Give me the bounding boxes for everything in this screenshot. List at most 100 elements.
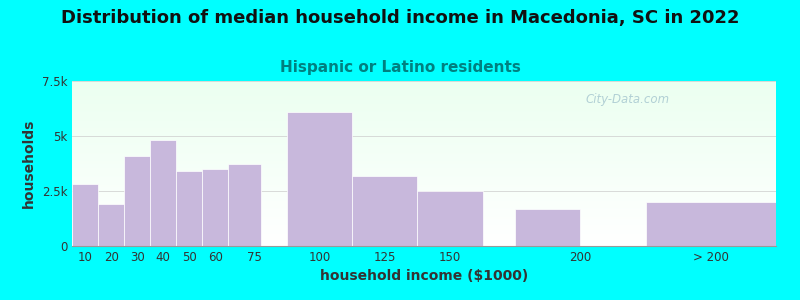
Bar <box>72 179 776 180</box>
Bar <box>72 191 776 192</box>
Bar <box>72 115 776 116</box>
Bar <box>72 149 776 150</box>
Bar <box>72 238 776 239</box>
Bar <box>72 200 776 201</box>
Bar <box>72 95 776 96</box>
Bar <box>72 237 776 238</box>
Y-axis label: households: households <box>22 119 36 208</box>
Bar <box>72 104 776 105</box>
Bar <box>72 182 776 183</box>
Bar <box>72 236 776 237</box>
Bar <box>72 184 776 185</box>
Bar <box>72 108 776 109</box>
Bar <box>72 189 776 190</box>
Bar <box>72 98 776 99</box>
Bar <box>72 235 776 236</box>
Bar <box>72 232 776 233</box>
Bar <box>72 185 776 186</box>
Bar <box>72 163 776 164</box>
Bar <box>72 138 776 139</box>
Bar <box>72 193 776 194</box>
Bar <box>72 230 776 231</box>
Bar <box>72 137 776 138</box>
Bar <box>72 100 776 101</box>
Bar <box>72 234 776 235</box>
Bar <box>72 168 776 169</box>
Bar <box>72 133 776 134</box>
Bar <box>72 158 776 159</box>
Bar <box>352 176 418 246</box>
Bar <box>150 140 176 246</box>
Bar <box>72 150 776 151</box>
Bar <box>287 112 352 246</box>
Bar <box>72 142 776 143</box>
Bar <box>72 155 776 156</box>
Bar <box>72 117 776 118</box>
Bar <box>72 175 776 176</box>
Bar <box>72 81 776 82</box>
Bar <box>72 86 776 87</box>
Bar <box>72 227 776 228</box>
Bar <box>72 119 776 120</box>
Bar <box>72 206 776 207</box>
Bar <box>72 213 776 214</box>
Bar <box>72 83 776 84</box>
Bar <box>72 238 776 239</box>
Bar <box>72 113 776 114</box>
Bar <box>72 145 776 146</box>
Bar <box>72 87 776 88</box>
Bar <box>72 85 776 86</box>
Bar <box>72 128 776 129</box>
Bar <box>72 89 776 90</box>
Bar <box>72 242 776 243</box>
Bar <box>72 122 776 123</box>
Bar <box>72 195 776 196</box>
Bar <box>72 229 776 230</box>
Bar <box>72 93 776 94</box>
Bar <box>72 102 776 103</box>
Bar <box>72 157 776 158</box>
Bar <box>72 125 776 126</box>
Bar <box>72 144 776 145</box>
Bar <box>72 186 776 187</box>
Bar <box>72 216 776 217</box>
Bar <box>72 92 776 93</box>
Bar <box>72 202 776 203</box>
Bar <box>72 143 776 144</box>
Bar <box>646 202 776 246</box>
Bar <box>72 217 776 218</box>
Bar <box>72 161 776 162</box>
Bar <box>72 178 776 179</box>
Bar <box>202 169 229 246</box>
Bar <box>72 118 776 119</box>
Bar <box>72 105 776 106</box>
Bar <box>515 208 581 246</box>
Bar <box>72 160 776 161</box>
Bar <box>72 245 776 246</box>
Bar <box>72 184 98 246</box>
Bar <box>72 224 776 225</box>
Bar <box>72 171 776 172</box>
Bar <box>72 148 776 149</box>
Bar <box>72 123 776 124</box>
Bar <box>72 192 776 193</box>
Bar <box>72 153 776 154</box>
Bar <box>72 219 776 220</box>
Bar <box>72 129 776 130</box>
Bar <box>72 139 776 140</box>
Bar <box>72 141 776 142</box>
Bar <box>72 165 776 166</box>
Bar <box>72 209 776 210</box>
Bar <box>72 126 776 127</box>
X-axis label: household income ($1000): household income ($1000) <box>320 269 528 284</box>
Bar <box>72 94 776 95</box>
Bar <box>72 188 776 189</box>
Bar <box>98 204 124 246</box>
Bar <box>72 231 776 232</box>
Bar <box>72 173 776 174</box>
Bar <box>72 162 776 163</box>
Bar <box>72 111 776 112</box>
Bar <box>72 221 776 222</box>
Bar <box>72 121 776 122</box>
Bar <box>72 183 776 184</box>
